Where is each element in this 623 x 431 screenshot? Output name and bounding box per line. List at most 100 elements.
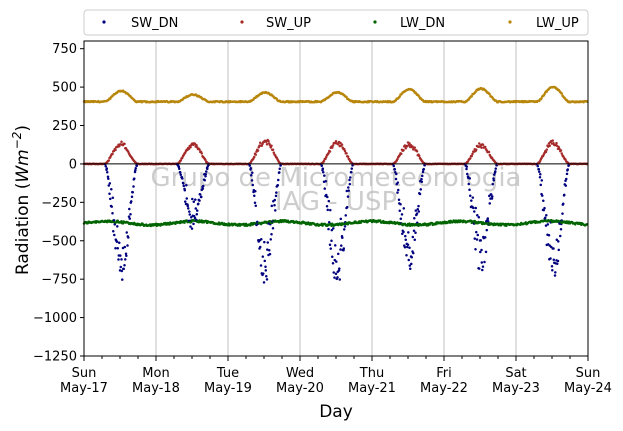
sw-dn-point	[261, 255, 265, 258]
legend-label-lw-up: LW_UP	[536, 16, 579, 31]
sw-dn-point	[329, 208, 332, 212]
sw-dn-point	[404, 238, 407, 242]
sw-dn-point	[123, 245, 127, 249]
sw-dn-point	[537, 168, 541, 171]
sw-dn-point	[490, 197, 494, 200]
sw-up-point	[272, 151, 275, 154]
y-tick-label: −1250	[33, 350, 77, 365]
sw-dn-point	[108, 192, 111, 196]
sw-dn-point	[117, 258, 120, 261]
sw-dn-point	[467, 182, 470, 186]
sw-dn-point	[565, 177, 568, 181]
sw-up-point	[408, 142, 411, 145]
sw-up-point	[404, 147, 407, 150]
sw-dn-point	[110, 188, 113, 191]
y-tick-label: 500	[52, 81, 77, 96]
sw-dn-point	[350, 170, 353, 174]
sw-up-point	[480, 146, 483, 149]
sw-dn-point	[200, 195, 203, 199]
sw-dn-point	[201, 187, 205, 190]
y-tick-label: −750	[41, 273, 77, 288]
sw-dn-point	[420, 177, 423, 181]
y-tick-label: −250	[41, 196, 77, 211]
sw-dn-point	[110, 205, 113, 208]
sw-dn-point	[248, 164, 251, 167]
lw-dn-point	[120, 220, 123, 223]
sw-dn-point	[192, 222, 195, 226]
sw-up-point	[551, 139, 554, 142]
sw-dn-point	[421, 174, 424, 178]
sw-dn-point	[414, 209, 418, 212]
y-axis-title-unit: Wm	[13, 149, 33, 182]
sw-up-point	[327, 151, 330, 155]
watermark-line-1: Grupo de Micrometeorologia	[151, 163, 522, 193]
sw-dn-point	[185, 197, 188, 200]
sw-dn-point	[399, 217, 403, 221]
legend-label-sw-dn: SW_DN	[131, 16, 178, 31]
sw-dn-point	[538, 170, 541, 173]
sw-dn-point	[393, 168, 397, 171]
sw-dn-point	[273, 204, 276, 207]
sw-up-point	[470, 154, 473, 158]
sw-dn-point	[264, 265, 267, 268]
sw-dn-point	[191, 197, 194, 201]
sw-dn-point	[552, 258, 556, 262]
sw-dn-point	[342, 247, 346, 250]
sw-up-point	[123, 142, 126, 146]
sw-dn-point	[268, 252, 272, 256]
sw-dn-point	[250, 179, 254, 182]
sw-up-point	[343, 149, 347, 153]
sw-dn-point	[477, 216, 481, 219]
legend-label-sw-up: SW_UP	[266, 16, 311, 31]
sw-up-point	[484, 145, 487, 149]
sw-up-point	[548, 144, 551, 148]
x-axis-title: Day	[319, 402, 353, 422]
sw-dn-point	[547, 233, 551, 237]
sw-dn-point	[409, 267, 412, 270]
sw-dn-point	[192, 200, 196, 204]
sw-dn-point	[125, 254, 128, 257]
sw-dn-point	[474, 247, 477, 251]
sw-dn-point	[557, 240, 560, 243]
sw-dn-point	[397, 188, 400, 192]
sw-dn-point	[262, 272, 265, 275]
lw-dn-point	[249, 224, 252, 227]
sw-up-point	[114, 148, 117, 152]
sw-dn-point	[419, 188, 422, 191]
sw-dn-point	[481, 268, 484, 272]
sw-dn-point	[269, 238, 272, 241]
sw-up-point	[346, 155, 350, 158]
sw-dn-point	[121, 278, 124, 281]
sw-up-point	[413, 146, 416, 149]
sw-up-point	[400, 152, 403, 156]
sw-dn-point	[113, 223, 116, 226]
sw-dn-point	[114, 246, 117, 250]
sw-dn-point	[130, 200, 133, 203]
sw-dn-point	[407, 231, 410, 234]
lw-up-point	[488, 93, 491, 96]
legend-label-lw-dn: LW_DN	[400, 16, 445, 31]
sw-up-point	[469, 157, 472, 160]
sw-dn-point	[329, 247, 332, 250]
sw-dn-point	[322, 171, 325, 174]
sw-dn-point	[339, 217, 343, 221]
sw-dn-point	[404, 234, 407, 238]
sw-up-point	[345, 152, 348, 155]
sw-dn-point	[181, 177, 184, 180]
sw-up-point	[544, 150, 548, 154]
sw-dn-point	[471, 196, 475, 199]
sw-dn-point	[479, 239, 482, 242]
sw-up-point	[189, 146, 192, 149]
sw-dn-point	[492, 178, 496, 182]
sw-dn-point	[253, 194, 256, 197]
sw-dn-point	[480, 248, 483, 252]
sw-dn-point	[418, 192, 422, 196]
sw-dn-point	[264, 269, 268, 272]
sw-dn-point	[128, 207, 131, 211]
sw-dn-point	[401, 232, 404, 235]
sw-dn-point	[488, 194, 491, 198]
sw-dn-point	[196, 209, 199, 212]
sw-dn-point	[335, 260, 338, 263]
sw-dn-point	[543, 206, 546, 210]
sw-dn-point	[406, 245, 409, 249]
